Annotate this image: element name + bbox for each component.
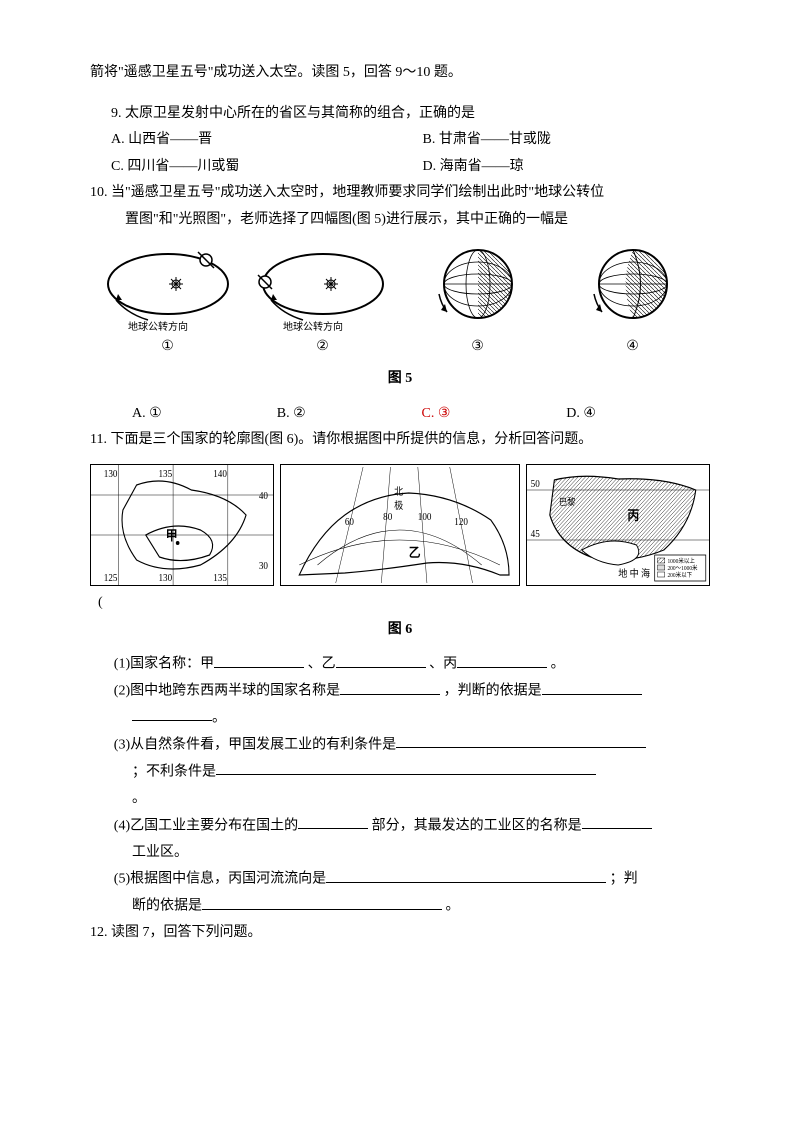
blank [202, 893, 442, 909]
blank [326, 866, 606, 882]
q11-p3a: (3)从自然条件看，甲国发展工业的有利条件是 [114, 737, 396, 752]
fig5-item-1: 地球公转方向 ① [90, 242, 245, 367]
q11-p1-d: 。 [551, 657, 565, 672]
svg-text:200～1000米: 200～1000米 [667, 564, 697, 572]
q11-p1-c: 、丙 [429, 657, 457, 672]
q10-opt-a: A. ① [132, 401, 262, 428]
intro-text: 箭将"遥感卫星五号"成功送入太空。读图 5，回答 9～10 题。 [90, 60, 710, 87]
fig5-label-1: ① [90, 334, 245, 361]
q11-p5c: 断的依据是 [132, 899, 202, 914]
blank [340, 678, 440, 694]
svg-text:200米以下: 200米以下 [667, 571, 692, 579]
q11-p4b: 部分，其最发达的工业区的名称是 [372, 818, 582, 833]
fig5-item-3: ③ [400, 242, 555, 367]
q10-stem-line2: 置图"和"光照图"，老师选择了四幅图(图 5)进行展示，其中正确的一幅是 [90, 207, 710, 234]
q9-opt-b: B. 甘肃省——甘或陇 [422, 127, 710, 154]
svg-text:1000米以上: 1000米以上 [667, 557, 695, 565]
q11-p1: (1)国家名称：甲 、乙 、丙 。 [90, 651, 710, 678]
q11-p5-line1: (5)根据图中信息，丙国河流流向是 ；判 [90, 866, 710, 893]
q11-p1-a: (1)国家名称：甲 [114, 657, 214, 672]
q9-options-row2: C. 四川省——川或蜀 D. 海南省——琼 [90, 154, 710, 181]
q11-p2b: ，判断的依据是 [444, 684, 542, 699]
q11-p2c: 。 [212, 710, 226, 725]
svg-text:125: 125 [104, 573, 118, 584]
svg-text:50: 50 [530, 479, 539, 490]
fig5-item-4: ④ [555, 242, 710, 367]
q11-p4a: (4)乙国工业主要分布在国土的 [114, 818, 298, 833]
q11-p2-line1: (2)图中地跨东西两半球的国家名称是 ，判断的依据是 [90, 678, 710, 705]
q11-p4c: 工业区。 [132, 845, 188, 860]
q9-opt-d: D. 海南省——琼 [422, 154, 710, 181]
svg-text:北: 北 [395, 487, 405, 498]
q11-p3-line3: 。 [90, 786, 710, 813]
q11-p4-line1: (4)乙国工业主要分布在国土的 部分，其最发达的工业区的名称是 [90, 813, 710, 840]
blank [214, 651, 304, 667]
q11-p3c: 。 [132, 791, 146, 806]
q11-p5d: 。 [446, 899, 460, 914]
paren-left: ( [98, 590, 103, 617]
q9-opt-c: C. 四川省——川或蜀 [111, 154, 399, 181]
fig5-label-4: ④ [555, 334, 710, 361]
svg-text:135: 135 [158, 469, 172, 480]
svg-text:135: 135 [213, 573, 227, 584]
q11-p1-b: 、乙 [308, 657, 336, 672]
q11-p3-line1: (3)从自然条件看，甲国发展工业的有利条件是 [90, 732, 710, 759]
svg-text:120: 120 [455, 517, 469, 528]
blank [582, 813, 652, 829]
fig5-label-2: ② [245, 334, 400, 361]
figure-6-row: 130 135 140 125 130 135 40 30 甲 60 80 100 120 北… [90, 464, 710, 586]
q11-p4-line2: 工业区。 [90, 840, 710, 867]
svg-text:100: 100 [418, 512, 432, 523]
q11-p5-line2: 断的依据是 。 [90, 893, 710, 920]
blank [336, 651, 426, 667]
q11-p3-line2: ；不利条件是 [90, 759, 710, 786]
q11-p2a: (2)图中地跨东西两半球的国家名称是 [114, 684, 340, 699]
blank [298, 813, 368, 829]
blank [132, 705, 212, 721]
svg-text:甲: 甲 [166, 528, 178, 543]
svg-text:80: 80 [384, 512, 393, 523]
q11-p5a: (5)根据图中信息，丙国河流流向是 [114, 872, 326, 887]
q9-stem: 9. 太原卫星发射中心所在的省区与其简称的组合，正确的是 [90, 101, 710, 128]
svg-text:极: 极 [395, 500, 405, 513]
q9-options-row1: A. 山西省——晋 B. 甘肃省——甘或陇 [90, 127, 710, 154]
svg-text:地球公转方向: 地球公转方向 [283, 320, 343, 332]
svg-text:丙: 丙 [627, 508, 639, 523]
svg-text:地球公转方向: 地球公转方向 [128, 320, 188, 332]
blank [542, 678, 642, 694]
svg-text:140: 140 [213, 469, 227, 480]
svg-text:乙: 乙 [409, 545, 421, 560]
fig5-label-3: ③ [400, 334, 555, 361]
q11-p5b: ；判 [610, 872, 638, 887]
q10-opt-c: C. ③ [422, 401, 552, 428]
fig5-item-2: 地球公转方向 ② [245, 242, 400, 367]
map-bing: 50 45 丙 巴黎 地 中 海 1000米以上 200～1000米 200米以下 [526, 464, 710, 586]
svg-text:45: 45 [530, 529, 539, 540]
q10-options: A. ① B. ② C. ③ D. ④ [90, 401, 710, 428]
svg-text:巴黎: 巴黎 [559, 496, 576, 507]
blank [216, 759, 596, 775]
q10-opt-d: D. ④ [566, 401, 696, 428]
fig6-caption: 图 6 [90, 617, 710, 644]
blank [457, 651, 547, 667]
map-jia: 130 135 140 125 130 135 40 30 甲 [90, 464, 274, 586]
q11-stem: 11. 下面是三个国家的轮廓图(图 6)。请你根据图中所提供的信息，分析回答问题… [90, 427, 710, 454]
svg-text:60: 60 [345, 517, 354, 528]
map-yi: 60 80 100 120 北极 乙 [280, 464, 519, 586]
q11-p3b: ；不利条件是 [132, 764, 216, 779]
figure-5-row: 地球公转方向 ① 地球公转方向 ② [90, 242, 710, 367]
svg-text:30: 30 [259, 561, 268, 572]
svg-text:地 中 海: 地 中 海 [618, 568, 650, 581]
q10-opt-b: B. ② [277, 401, 407, 428]
q10-stem-line1: 10. 当"遥感卫星五号"成功送入太空时，地理教师要求同学们绘制出此时"地球公转… [90, 180, 710, 207]
q9-opt-a: A. 山西省——晋 [111, 127, 399, 154]
q12-stem: 12. 读图 7，回答下列问题。 [90, 920, 710, 947]
svg-text:130: 130 [158, 573, 172, 584]
q11-p2-line2: 。 [90, 705, 710, 732]
svg-text:40: 40 [259, 491, 268, 502]
svg-text:130: 130 [104, 469, 118, 480]
fig5-caption: 图 5 [90, 366, 710, 393]
blank [396, 732, 646, 748]
